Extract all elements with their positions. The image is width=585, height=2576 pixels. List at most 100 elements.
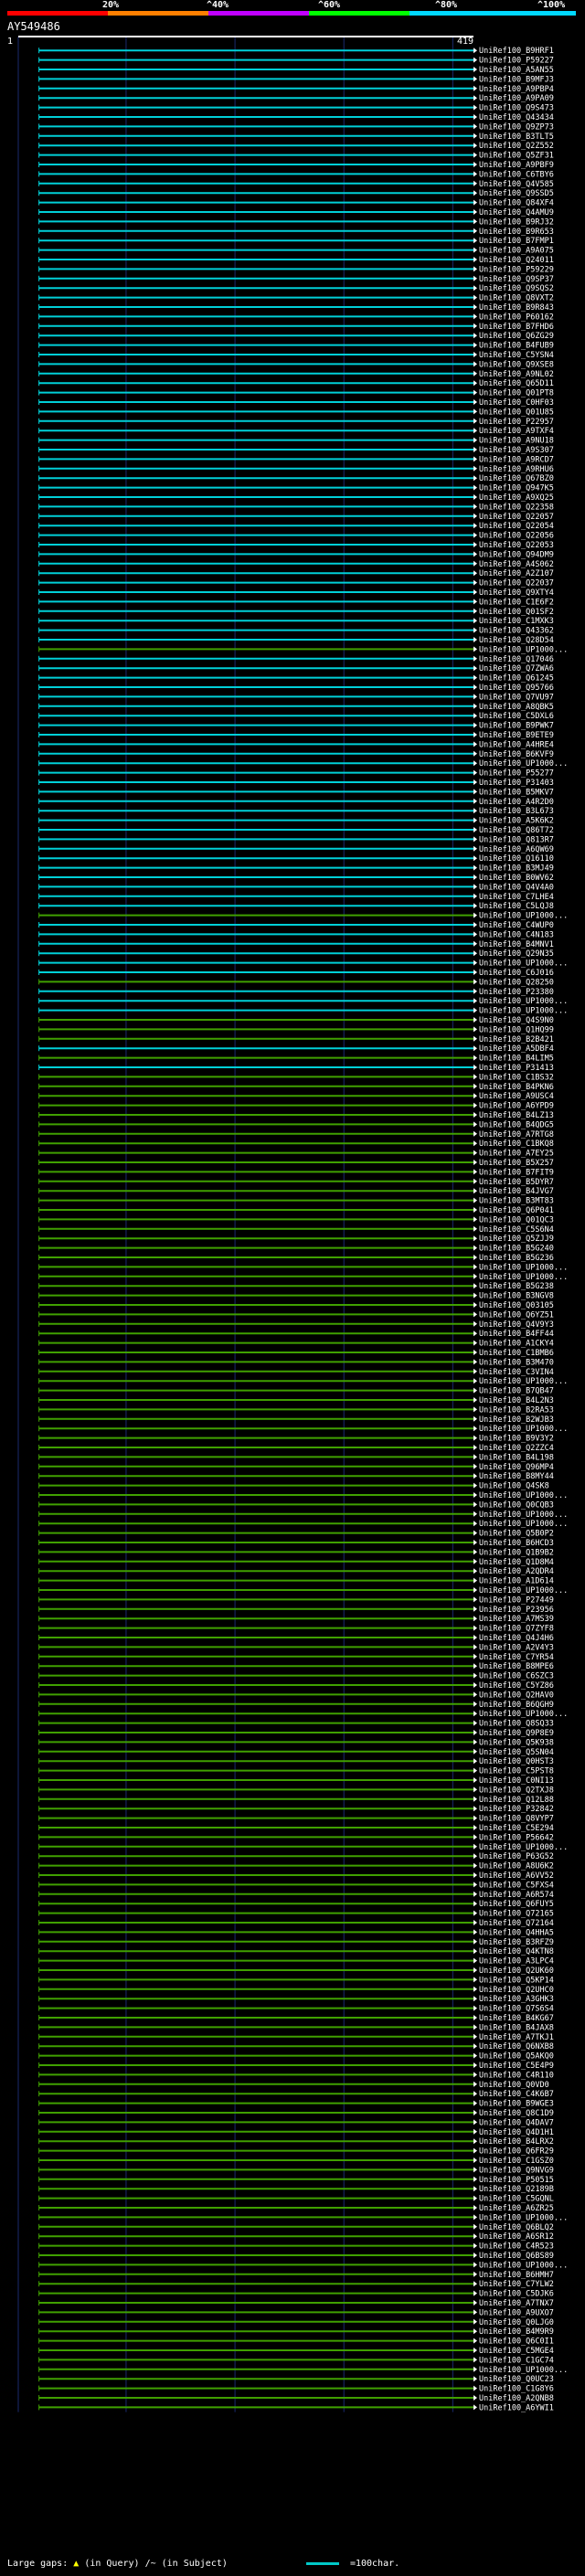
hit-end-arrow (473, 1977, 477, 1983)
hit-end-arrow (473, 2328, 477, 2335)
hit-end-arrow (473, 532, 477, 538)
hit-end-arrow (473, 1102, 477, 1108)
hit-label: UniRef100_P31403 (479, 779, 554, 788)
hit-label: UniRef100_B6HMH7 (479, 2271, 554, 2280)
hit-end-arrow (473, 1596, 477, 1603)
hit-end-arrow (473, 484, 477, 491)
hit-end-arrow (473, 2337, 477, 2344)
hit-label: UniRef100_B4LZ13 (479, 1111, 554, 1120)
hit-end-arrow (473, 95, 477, 101)
hit-end-arrow (473, 2100, 477, 2106)
hit-end-arrow (473, 275, 477, 281)
hit-end-arrow (473, 1653, 477, 1659)
hit-label: UniRef100_B9ETE9 (479, 731, 554, 740)
hit-label: UniRef100_Q12L88 (479, 1796, 554, 1805)
hit-end-arrow (473, 456, 477, 462)
hit-end-arrow (473, 2348, 477, 2353)
hit-label: UniRef100_Q03105 (479, 1301, 554, 1310)
hit-label: UniRef100_C4K6B7 (479, 2090, 554, 2099)
hit-end-arrow (473, 1929, 477, 1935)
hit-label: UniRef100_A8QBK5 (479, 703, 554, 712)
hit-end-arrow (473, 1350, 477, 1355)
hit-end-arrow (473, 1777, 477, 1783)
hit-end-arrow (473, 2110, 477, 2115)
hit-label: UniRef100_Q22054 (479, 522, 554, 531)
hit-end-arrow (473, 1482, 477, 1489)
hit-end-arrow (473, 1748, 477, 1754)
hit-label: UniRef100_A9UXO7 (479, 2308, 554, 2317)
hit-end-arrow (473, 931, 477, 938)
hit-end-arrow (473, 1311, 477, 1318)
hit-end-arrow (473, 1445, 477, 1450)
hit-end-arrow (473, 599, 477, 605)
hit-label: UniRef100_C7YLW2 (479, 2280, 554, 2289)
hit-label: UniRef100_C0NI13 (479, 1776, 554, 1786)
hit-label: UniRef100_C5MGE4 (479, 2347, 554, 2356)
hit-label: UniRef100_Q9ZP73 (479, 122, 554, 132)
hit-end-arrow (473, 579, 477, 586)
hit-label: UniRef100_P50515 (479, 2176, 554, 2185)
hit-end-arrow (473, 542, 477, 547)
hit-label: UniRef100_B9R843 (479, 303, 554, 313)
hit-label: UniRef100_Q7VU97 (479, 693, 554, 702)
hit-label: UniRef100_B9RJ32 (479, 217, 554, 227)
hit-label: UniRef100_B6KVF9 (479, 750, 554, 759)
percent-label-60: ^60% (318, 0, 341, 10)
hit-end-arrow (473, 2395, 477, 2401)
hit-label: UniRef100_B3L673 (479, 807, 554, 816)
hit-end-arrow (473, 1806, 477, 1812)
hit-end-arrow (473, 950, 477, 957)
hit-label: UniRef100_UP1000... (479, 959, 568, 969)
hit-end-arrow (473, 180, 477, 186)
hit-end-arrow (473, 1426, 477, 1432)
hit-end-arrow (473, 1121, 477, 1128)
hit-label: UniRef100_A6YPD9 (479, 1102, 554, 1111)
hit-end-arrow (473, 827, 477, 832)
hit-end-arrow (473, 798, 477, 804)
hit-end-arrow (473, 1074, 477, 1080)
hit-label: UniRef100_A9NL02 (479, 370, 554, 379)
hit-end-arrow (473, 228, 477, 234)
hit-label: UniRef100_P31413 (479, 1064, 554, 1073)
hit-label: UniRef100_C7YR54 (479, 1653, 554, 1662)
hit-label: UniRef100_B5DYR7 (479, 1178, 554, 1187)
hit-label: UniRef100_B9WGE3 (479, 2100, 554, 2109)
hit-end-arrow (473, 1568, 477, 1574)
hit-end-arrow (473, 1216, 477, 1223)
hit-label: UniRef100_Q9SSD5 (479, 189, 554, 198)
hit-end-arrow (473, 513, 477, 519)
hit-label: UniRef100_P63G52 (479, 1852, 554, 1861)
hit-end-arrow (473, 1825, 477, 1830)
hit-label: UniRef100_P59229 (479, 265, 554, 274)
hit-label: UniRef100_A9XQ25 (479, 493, 554, 503)
hit-label: UniRef100_B2WJB3 (479, 1415, 554, 1425)
hit-end-arrow (473, 2233, 477, 2240)
hit-label: UniRef100_UP1000... (479, 1520, 568, 1529)
hit-end-arrow (473, 2214, 477, 2221)
hit-label: UniRef100_Q28D54 (479, 636, 554, 645)
hit-end-arrow (473, 1492, 477, 1498)
hit-end-arrow (473, 2309, 477, 2316)
hit-end-arrow (473, 1672, 477, 1679)
hit-end-arrow (473, 2385, 477, 2391)
hit-end-arrow (473, 2033, 477, 2040)
hit-end-arrow (473, 104, 477, 111)
hit-label: UniRef100_UP1000... (479, 997, 568, 1006)
hit-end-arrow (473, 817, 477, 823)
hit-label: UniRef100_Q4V4A0 (479, 883, 554, 892)
hit-end-arrow (473, 2186, 477, 2192)
hit-label: UniRef100_Q0HST3 (479, 1757, 554, 1766)
hit-label: UniRef100_C1BKQ8 (479, 1140, 554, 1149)
hit-label: UniRef100_B9MFJ3 (479, 75, 554, 84)
hit-end-arrow (473, 2119, 477, 2125)
hit-end-arrow (473, 627, 477, 633)
hit-end-arrow (473, 1549, 477, 1555)
hit-end-arrow (473, 940, 477, 947)
hit-label: UniRef100_B5MKV7 (479, 788, 554, 797)
hit-label: UniRef100_Q61245 (479, 674, 554, 684)
hit-label: UniRef100_C4N183 (479, 930, 554, 939)
hit-label: UniRef100_Q6FR29 (479, 2147, 554, 2157)
hit-label: UniRef100_Q2HAV0 (479, 1691, 554, 1700)
hit-end-arrow (473, 2005, 477, 2011)
hit-end-arrow (473, 713, 477, 719)
